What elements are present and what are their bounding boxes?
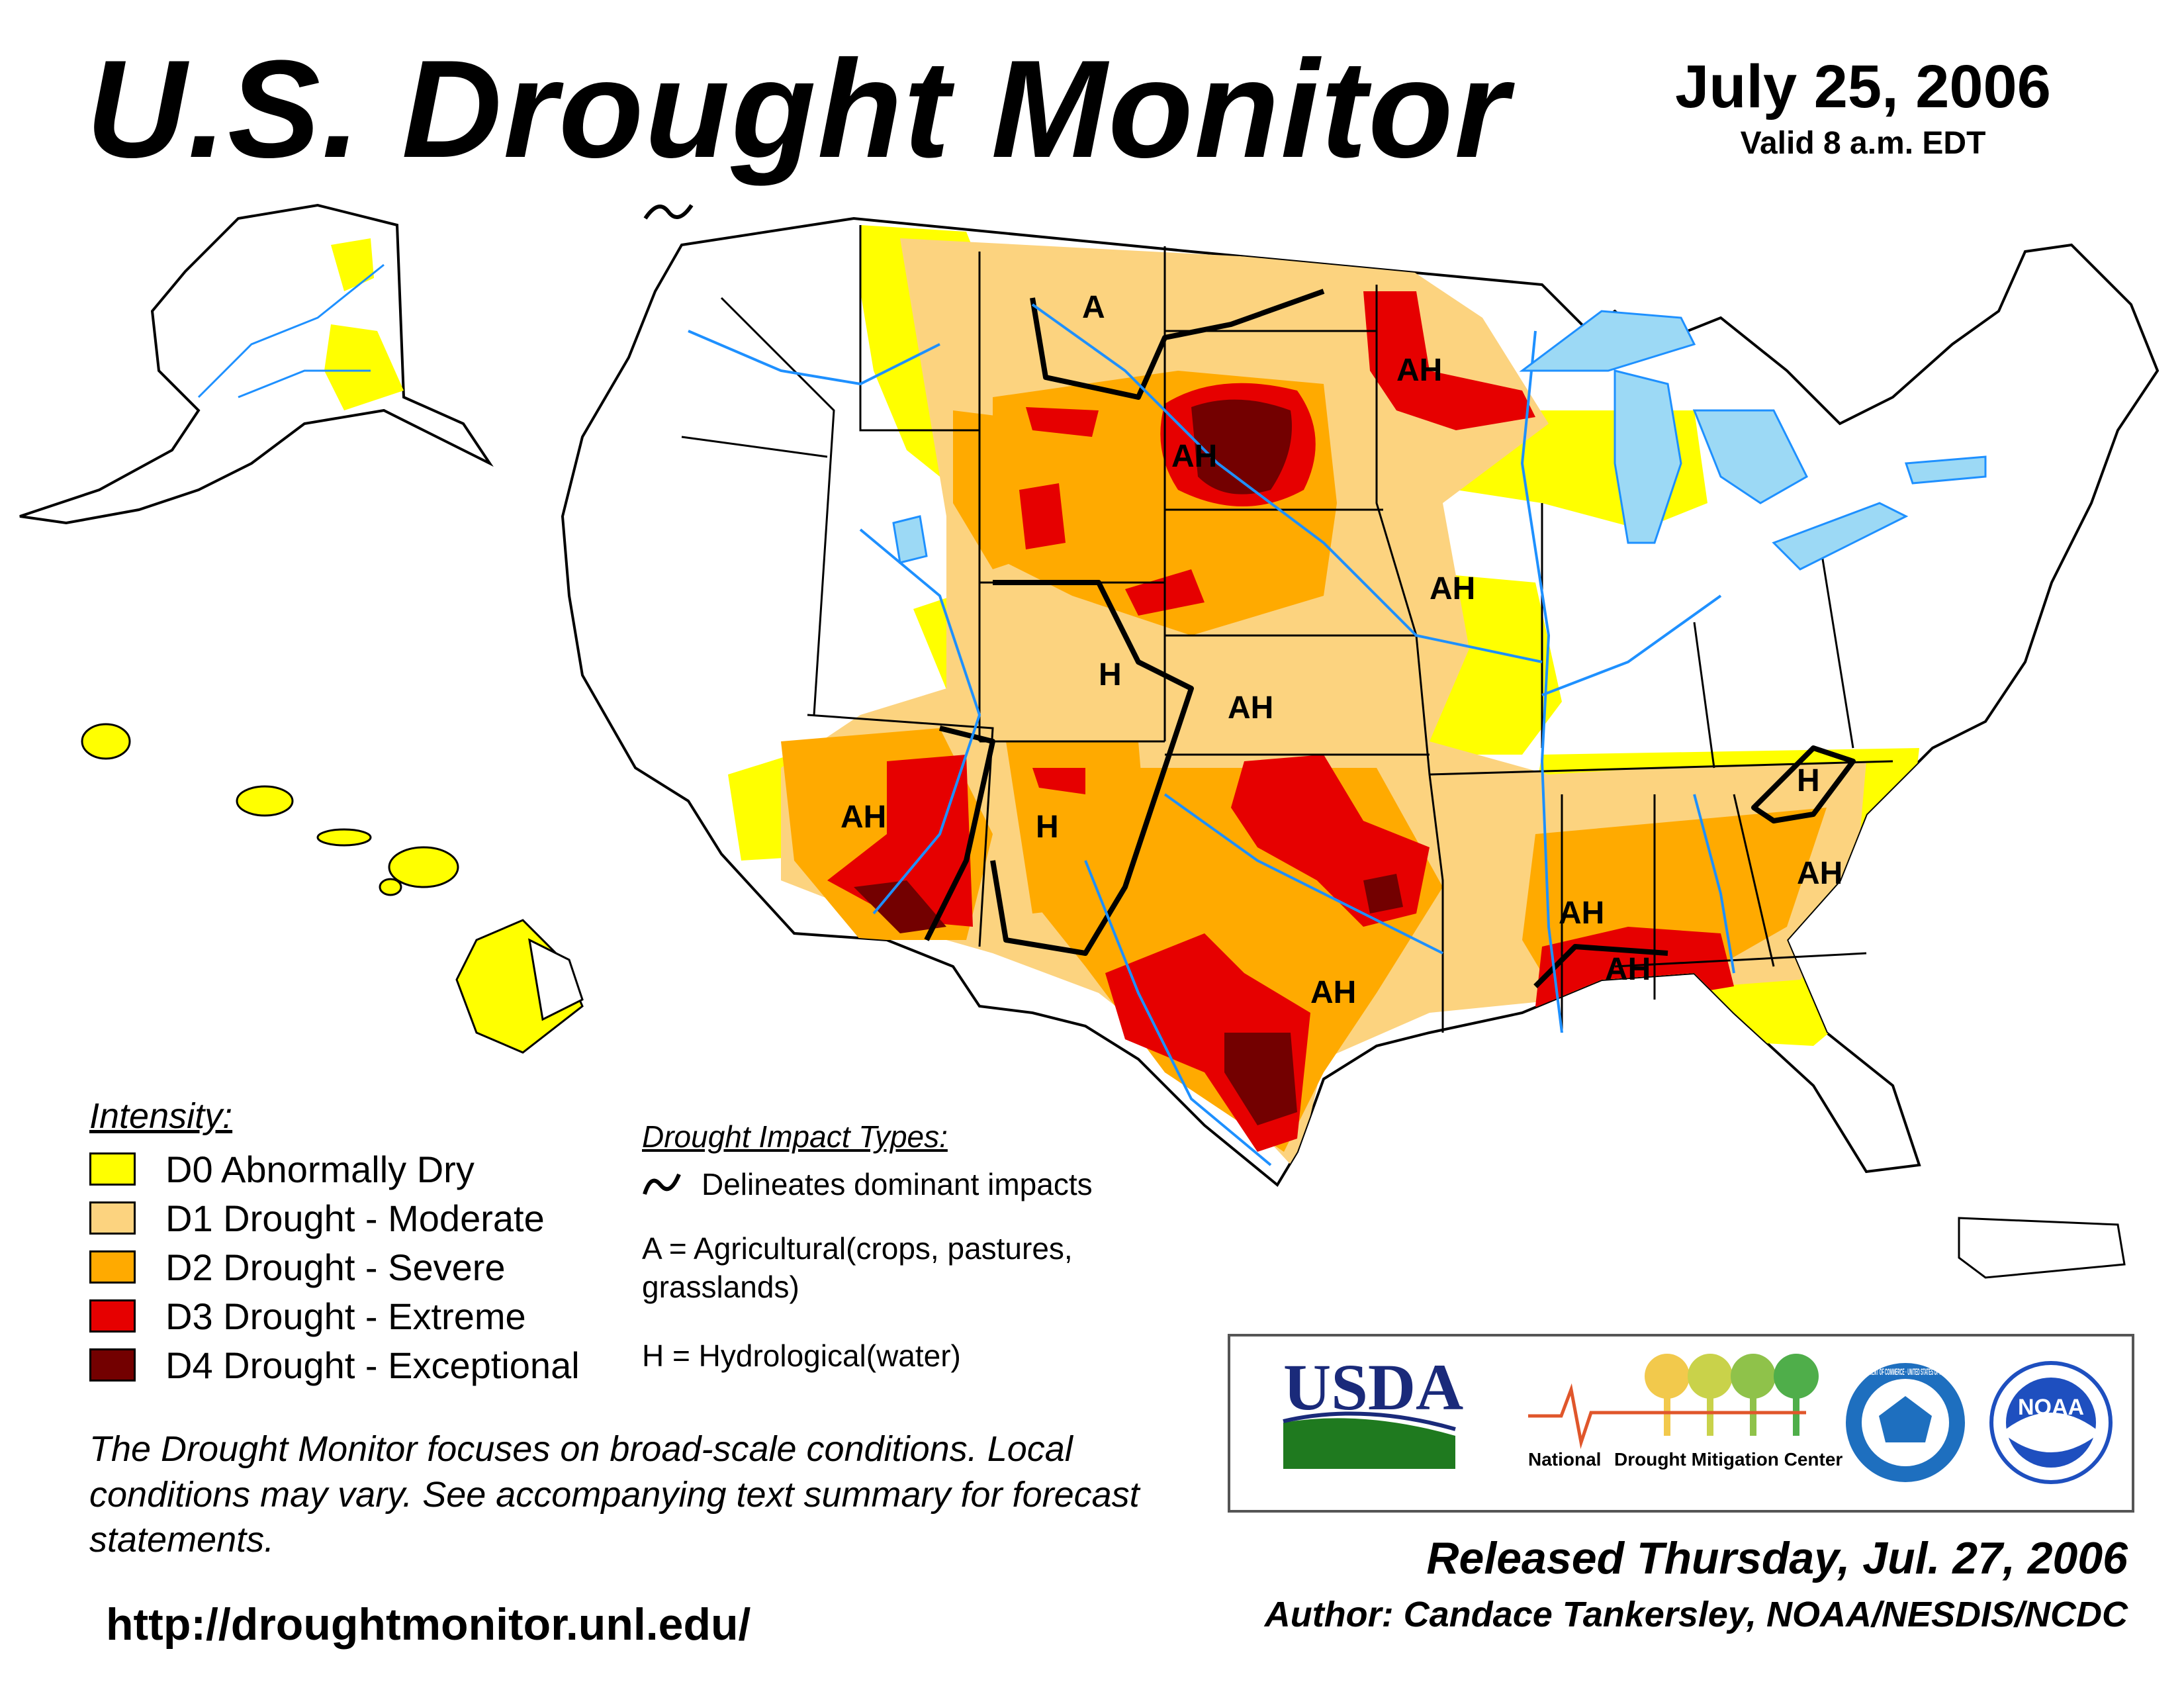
impact-label: AH bbox=[1605, 952, 1651, 987]
impact-label: AH bbox=[1430, 571, 1475, 606]
d4-area-texas bbox=[1224, 1033, 1297, 1125]
impact-line-icon bbox=[643, 1173, 681, 1195]
d4-area-dakotas bbox=[1191, 399, 1292, 494]
usda-logo: USDA bbox=[1283, 1350, 1463, 1469]
disclaimer-note: The Drought Monitor focuses on broad-sca… bbox=[89, 1429, 1140, 1560]
alaska-d0-south bbox=[324, 324, 404, 410]
ndmc-trees-icon bbox=[1645, 1354, 1819, 1436]
lake-erie bbox=[1772, 502, 1909, 571]
lake-michigan bbox=[1614, 369, 1682, 544]
swatch-d1 bbox=[89, 1201, 136, 1235]
map-title: U.S. Drought Monitor bbox=[86, 31, 1510, 187]
logos-svg: USDA National Drought Mitigation Center bbox=[1283, 1350, 2113, 1484]
d3-area-wyoming bbox=[1019, 483, 1066, 549]
impact-label: AH bbox=[1310, 975, 1356, 1010]
legend-label: D0 Abnormally Dry bbox=[165, 1148, 475, 1190]
eagle-icon bbox=[1879, 1396, 1932, 1442]
legend-title: Intensity: bbox=[89, 1096, 233, 1136]
partner-logos: USDA National Drought Mitigation Center bbox=[1228, 1334, 2134, 1513]
impact-label: H bbox=[1600, 952, 1623, 987]
impact-labels: A AH AH AH AH AH H H AH AH AH H AH H bbox=[841, 290, 1843, 1010]
legend-label: D1 Drought - Moderate bbox=[165, 1197, 545, 1239]
usda-text: USDA bbox=[1283, 1350, 1463, 1424]
great-lakes bbox=[892, 310, 1987, 571]
alaska bbox=[19, 203, 494, 525]
kauai-island bbox=[81, 723, 131, 760]
noaa-text: NOAA bbox=[2018, 1395, 2084, 1420]
big-island-east bbox=[528, 938, 584, 1021]
alaska-rivers bbox=[197, 263, 385, 399]
usda-field-icon bbox=[1283, 1418, 1455, 1469]
d3-area-gulf-coast bbox=[1535, 927, 1734, 1053]
intensity-legend: Intensity: D0 Abnormally Dry D1 Drought … bbox=[89, 1096, 580, 1389]
impact-label: H bbox=[1797, 763, 1820, 798]
lake-huron bbox=[1692, 409, 1808, 504]
swatch-d0 bbox=[89, 1152, 136, 1186]
ndmc-name: Drought Mitigation Center bbox=[1614, 1449, 1843, 1470]
impact-a-label: A = Agricultural(crops, pastures, grassl… bbox=[642, 1231, 1073, 1304]
great-salt-lake bbox=[892, 515, 928, 564]
legend-label: D3 Drought - Extreme bbox=[165, 1295, 526, 1337]
ndmc-logo: National Drought Mitigation Center bbox=[1528, 1354, 1843, 1470]
noaa-logo: NOAA bbox=[1989, 1361, 2113, 1484]
d3-area-arizona bbox=[827, 755, 973, 927]
oahu-island bbox=[236, 785, 294, 817]
maui-island bbox=[388, 846, 459, 888]
d3-area-montana bbox=[1026, 407, 1099, 437]
hawaii bbox=[81, 723, 584, 1054]
puerto-rico bbox=[1958, 1217, 2126, 1279]
impact-line-sample bbox=[643, 204, 694, 220]
noaa-gull-icon bbox=[2006, 1413, 2096, 1452]
ndmc-pulse-icon bbox=[1528, 1383, 1806, 1449]
legend-row-d2: D2 Drought - Severe bbox=[89, 1243, 580, 1291]
d3-area-nm bbox=[1032, 768, 1085, 794]
impact-types-title: Drought Impact Types: bbox=[642, 1119, 948, 1154]
ndmc-national: National bbox=[1528, 1449, 1601, 1470]
author: Author: Candace Tankersley, NOAA/NESDIS/… bbox=[1264, 1595, 2128, 1634]
impact-label: H bbox=[1099, 657, 1122, 692]
impact-label: AH bbox=[1171, 439, 1217, 474]
impact-label: AH bbox=[1797, 856, 1843, 891]
release-date: Released Thursday, Jul. 27, 2006 bbox=[1426, 1533, 2128, 1583]
drought-areas bbox=[728, 225, 1919, 1172]
impact-types-legend: Drought Impact Types: Delineates dominan… bbox=[642, 1119, 1185, 1374]
impact-h-label: H = Hydrological(water) bbox=[642, 1338, 961, 1373]
swatch-d2 bbox=[89, 1250, 136, 1284]
legend-row-d1: D1 Drought - Moderate bbox=[89, 1194, 580, 1243]
commerce-seal: DEPARTMENT OF COMMERCE · UNITED STATES O… bbox=[1846, 1363, 1965, 1482]
impact-line-row: Delineates dominant impacts bbox=[642, 1166, 1185, 1202]
commerce-seal-text: DEPARTMENT OF COMMERCE · UNITED STATES O… bbox=[1856, 1366, 1955, 1377]
d3-area-minnesota bbox=[1363, 291, 1535, 430]
legend-label: D4 Drought - Exceptional bbox=[165, 1344, 580, 1386]
lake-superior bbox=[1519, 310, 1696, 372]
impact-label: H bbox=[1036, 810, 1059, 845]
d4-area-oklahoma bbox=[1363, 874, 1403, 914]
impact-label: AH bbox=[1228, 690, 1273, 726]
state-borders bbox=[681, 225, 1893, 1033]
rivers bbox=[688, 303, 1735, 1166]
impact-label: AH bbox=[841, 800, 886, 835]
impact-label: A bbox=[1082, 290, 1105, 325]
alaska-d0-north bbox=[331, 238, 374, 291]
impact-label: AH bbox=[1396, 353, 1442, 388]
legend-row-d3: D3 Drought - Extreme bbox=[89, 1291, 580, 1340]
impact-line-label: Delineates dominant impacts bbox=[702, 1167, 1093, 1201]
swatch-d3 bbox=[89, 1299, 136, 1333]
source-url[interactable]: http://droughtmonitor.unl.edu/ bbox=[106, 1599, 751, 1650]
d4-area-arizona bbox=[854, 880, 946, 933]
swatch-d4 bbox=[89, 1348, 136, 1382]
lanai-island bbox=[379, 878, 402, 896]
impact-lines bbox=[924, 289, 1856, 988]
impact-label: AH bbox=[1559, 896, 1604, 931]
molokai-island bbox=[316, 828, 372, 847]
legend-row-d4: D4 Drought - Exceptional bbox=[89, 1340, 580, 1389]
alaska-outline bbox=[19, 203, 494, 525]
map-date: July 25, 2006 bbox=[1675, 53, 2051, 120]
lake-ontario bbox=[1904, 455, 1987, 485]
valid-time: Valid 8 a.m. EDT bbox=[1740, 126, 1986, 161]
legend-row-d0: D0 Abnormally Dry bbox=[89, 1145, 580, 1194]
legend-label: D2 Drought - Severe bbox=[165, 1246, 506, 1288]
